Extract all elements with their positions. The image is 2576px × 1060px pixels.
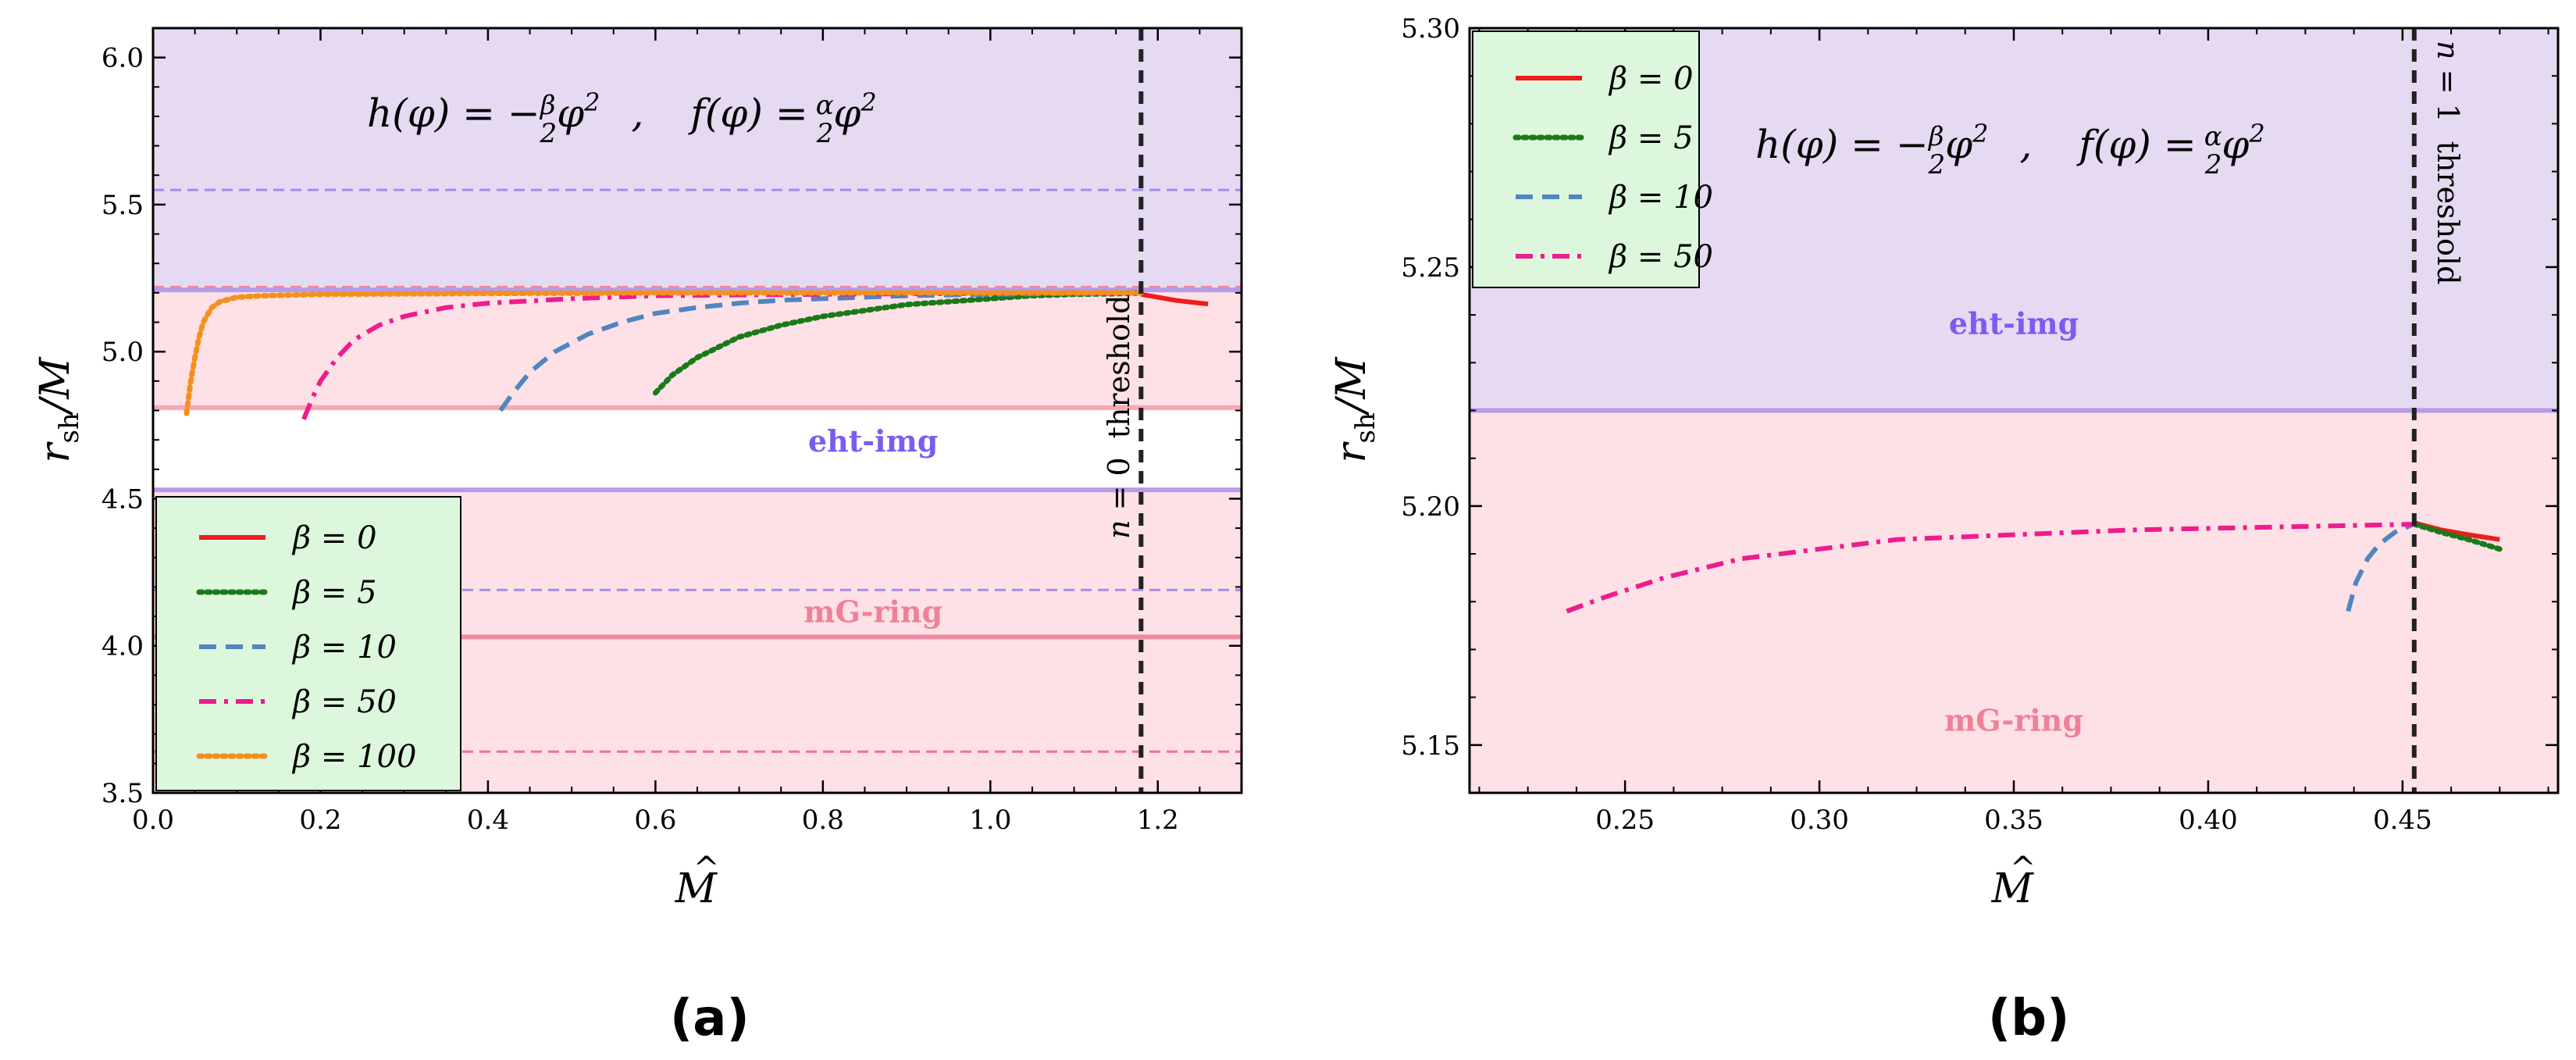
a-x-tick-label: 1.0 [969,805,1011,836]
b-legend-label: β = 10 [1608,180,1713,216]
a-x-axis-title: M^ [675,851,720,912]
a-bands [153,28,1242,793]
a-y-tick-label: 6.0 [102,43,144,74]
b-x-tick-label: 0.40 [2179,805,2238,836]
b-x-tick-label: 0.35 [1984,805,2043,836]
a-band-gap [153,410,1242,491]
b-legend-label: β = 50 [1608,239,1713,275]
b-band-labels: eht-img mG-ring [1944,306,2083,738]
a-band-labels: eht-img mG-ring [803,423,942,629]
b-y-axis-title: rsh/M [1328,356,1381,463]
b-x-axis-title: M^ [1991,851,2036,912]
a-x-tick-label: 0.4 [467,805,509,836]
a-series-line-2 [498,290,1142,412]
a-legend-box [155,496,461,791]
a-legend: β = 0 β = 5 β = 10 β = 50 β = 100 [155,496,461,791]
a-band-label-eht-img: eht-img [808,423,938,459]
a-threshold-label: n = 0threshold [1102,295,1136,539]
panel-b: 0.25 0.30 0.35 0.40 0.45 5.15 5.20 5.25 5.30 eht… [1328,13,2560,1048]
b-y-tick-label: 5.25 [1401,252,1460,284]
a-x-tick-label: 0.0 [132,805,174,836]
a-series-lines [183,290,1209,420]
a-series-line-3 [301,290,1142,420]
a-y-tick-label: 5.5 [102,190,144,221]
a-y-tick-label: 3.5 [102,778,144,809]
a-ticks: 0.0 0.2 0.4 0.6 0.8 1.0 1.2 3.5 4.0 4.5 5.0 5.5 6.0 [102,27,1242,836]
b-band-label-eht-img: eht-img [1949,306,2079,341]
b-legend-label: β = 5 [1608,120,1694,156]
a-y-tick-label: 4.5 [102,484,144,515]
a-legend-label: β = 100 [291,739,416,775]
b-panel-label: (b) [1988,990,2069,1048]
b-legend-box [1472,30,1700,288]
b-series-line-3 [1566,522,2414,614]
b-x-tick-label: 0.45 [2373,805,2432,836]
a-legend-label: β = 50 [291,684,397,720]
b-legend: β = 0 β = 5 β = 10 β = 50 [1472,30,1713,288]
a-x-tick-label: 0.8 [802,805,844,836]
a-y-tick-label: 4.0 [102,631,144,662]
b-threshold-label: n = 1threshold [2431,41,2465,284]
b-series-line-1 [2411,521,2503,552]
b-y-tick-label: 5.30 [1401,13,1460,45]
b-band-label-mG-ring: mG-ring [1944,702,2083,737]
b-x-tick-label: 0.25 [1595,805,1655,836]
b-y-tick-label: 5.15 [1401,730,1460,762]
a-x-tick-label: 0.2 [299,805,341,836]
b-band-mG-ring [1470,410,2558,793]
a-panel-label: (a) [670,990,750,1048]
a-legend-label: β = 0 [291,520,377,556]
a-x-tick-label: 0.6 [634,805,676,836]
a-y-tick-label: 5.0 [102,337,144,368]
b-legend-label: β = 0 [1608,61,1694,97]
a-band-label-mG-ring: mG-ring [803,594,942,630]
a-legend-label: β = 5 [291,575,377,611]
a-y-axis-title: rsh/M [32,356,85,463]
panel-a: 0.0 0.2 0.4 0.6 0.8 1.0 1.23.54.04.55.05.56.0 … [32,27,1243,1048]
a-x-tick-label: 1.2 [1137,805,1179,836]
a-series-line-4 [183,290,1144,416]
b-series-lines [1566,520,2503,614]
b-series-line-2 [2346,521,2416,612]
b-x-tick-label: 0.30 [1790,805,1849,836]
b-y-tick-label: 5.20 [1401,491,1460,523]
a-series-line-0 [1140,291,1209,307]
a-legend-label: β = 10 [291,630,397,666]
